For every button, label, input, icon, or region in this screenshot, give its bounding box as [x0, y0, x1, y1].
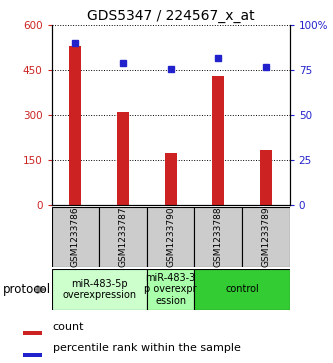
Text: miR-483-3
p overexpr
ession: miR-483-3 p overexpr ession — [144, 273, 197, 306]
Bar — [147, 269, 194, 310]
Title: GDS5347 / 224567_x_at: GDS5347 / 224567_x_at — [87, 9, 254, 23]
Text: percentile rank within the sample: percentile rank within the sample — [53, 343, 240, 354]
Text: protocol: protocol — [3, 283, 52, 296]
Bar — [147, 207, 194, 267]
Bar — [165, 153, 176, 205]
Bar — [212, 76, 224, 205]
Bar — [23, 353, 42, 357]
Text: control: control — [225, 285, 259, 294]
Text: GSM1233790: GSM1233790 — [166, 207, 175, 267]
Text: miR-483-5p
overexpression: miR-483-5p overexpression — [62, 279, 136, 300]
Bar — [194, 207, 242, 267]
Bar — [194, 269, 290, 310]
Bar — [117, 112, 129, 205]
Bar — [242, 207, 290, 267]
Text: GSM1233787: GSM1233787 — [119, 207, 128, 267]
Bar — [23, 331, 42, 335]
Bar — [70, 46, 81, 205]
Text: GSM1233786: GSM1233786 — [71, 207, 80, 267]
Bar — [99, 207, 147, 267]
Text: GSM1233788: GSM1233788 — [214, 207, 223, 267]
Text: GSM1233789: GSM1233789 — [261, 207, 270, 267]
Text: count: count — [53, 322, 84, 332]
Bar — [52, 269, 147, 310]
Bar — [52, 207, 99, 267]
Bar — [260, 150, 272, 205]
